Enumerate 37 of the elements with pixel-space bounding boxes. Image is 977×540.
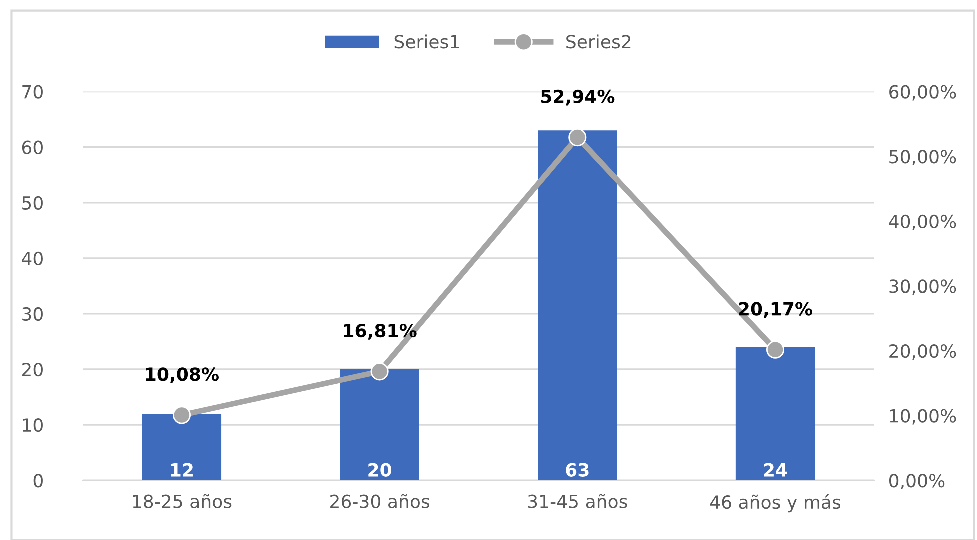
y2-tick-label: 0,00% [889, 474, 945, 490]
data-label: 63 [566, 463, 589, 477]
data-label: 10,08% [146, 368, 219, 384]
point [370, 362, 389, 381]
y-tick-label: 30 [22, 307, 43, 322]
y-tick-label: 0 [34, 474, 43, 488]
y2-tick-label: 10,00% [890, 409, 956, 425]
y-tick-label: 40 [22, 252, 43, 266]
bar [538, 130, 618, 481]
data-label: 20,17% [739, 302, 813, 318]
legend-label: Series1 [394, 34, 460, 49]
x-tick-label: 18-25 años [133, 494, 232, 508]
y2-tick-label: 30,00% [890, 280, 956, 296]
point [172, 406, 191, 424]
point [766, 340, 785, 359]
x-tick-label: 46 años y más [710, 494, 841, 513]
data-label: 20 [368, 463, 392, 477]
y-tick-label: 60 [22, 140, 43, 154]
data-label: 52,94% [541, 90, 615, 106]
bar [340, 370, 420, 481]
y-tick-label: 20 [22, 362, 43, 377]
y2-tick-label: 50,00% [890, 150, 956, 166]
y-tick-label: 50 [22, 196, 43, 210]
bar [142, 414, 222, 481]
y-tick-label: 10 [23, 418, 43, 432]
data-label: 12 [171, 463, 193, 477]
y2-tick-label: 40,00% [889, 214, 956, 230]
y2-tick-label: 60,00% [890, 85, 956, 101]
x-tick-label: 31-45 años [528, 494, 628, 508]
data-label: 24 [764, 463, 788, 477]
y-tick-label: 70 [22, 85, 43, 99]
point [568, 128, 587, 147]
y2-tick-label: 20,00% [890, 344, 956, 360]
bar [736, 347, 816, 481]
data-label: 16,81% [344, 324, 417, 340]
x-tick-label: 26-30 años [330, 494, 430, 508]
legend-label: Series2 [566, 34, 631, 49]
